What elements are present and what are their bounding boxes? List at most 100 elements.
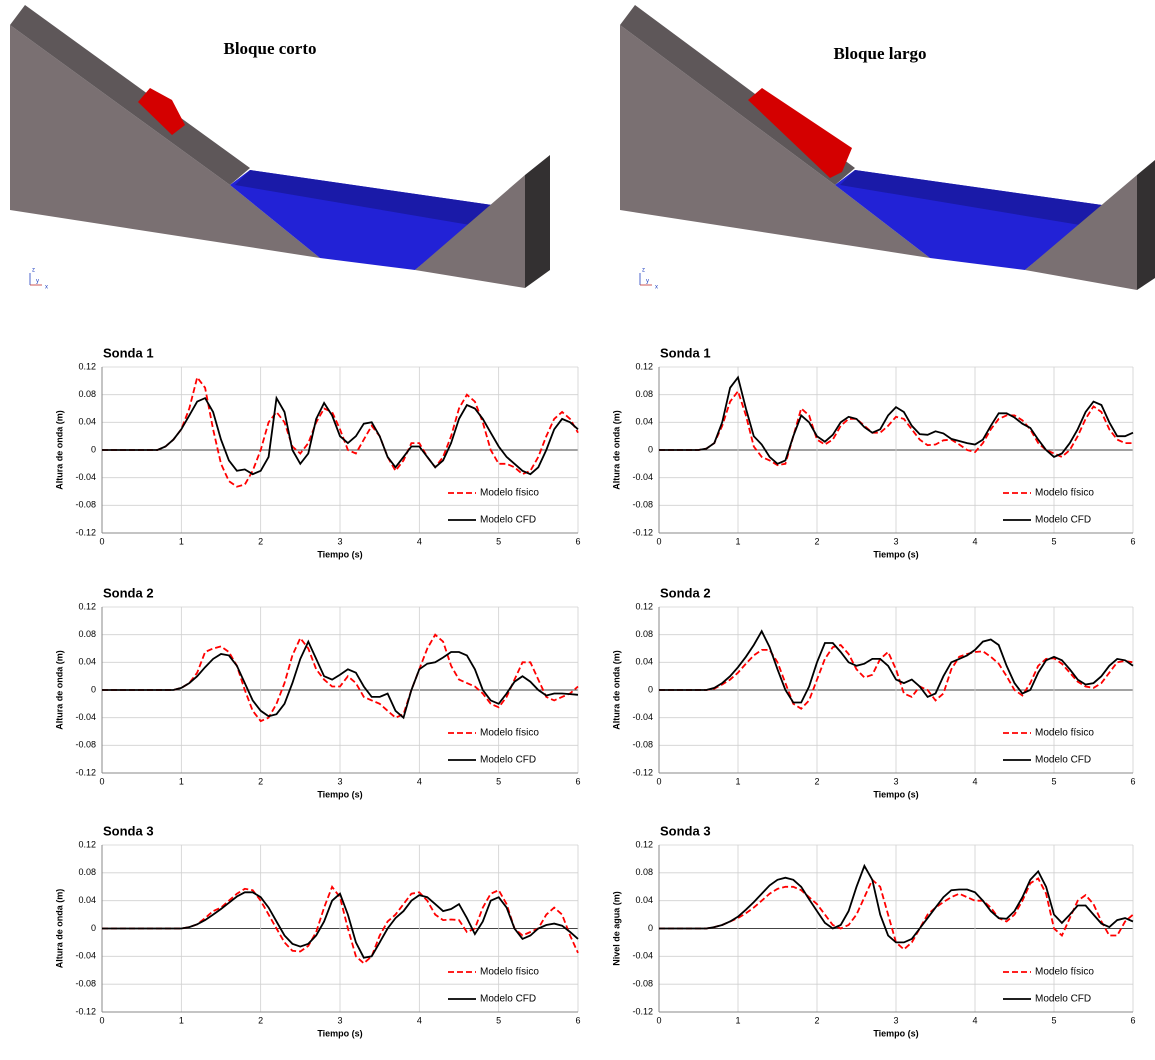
x-tick-label: 6	[1130, 1015, 1135, 1025]
x-tick-label: 1	[735, 536, 740, 546]
x-tick-label: 1	[179, 536, 184, 546]
x-tick-label: 2	[258, 536, 263, 546]
chart-title: Sonda 2	[660, 585, 711, 600]
slope-face	[10, 25, 320, 258]
y-tick-label: -0.04	[75, 472, 96, 482]
y-tick-label: 0	[648, 923, 653, 933]
x-tick-label: 0	[656, 776, 661, 786]
legend-label: Modelo CFD	[1035, 994, 1091, 1005]
x-tick-label: 5	[1051, 1015, 1056, 1025]
y-tick-label: 0	[648, 684, 653, 694]
x-tick-label: 4	[417, 776, 422, 786]
x-axis-label: Tiempo (s)	[317, 789, 362, 799]
y-tick-label: -0.08	[75, 500, 96, 510]
y-tick-label: -0.04	[632, 951, 653, 961]
y-tick-label: 0.12	[78, 839, 96, 849]
y-axis-label: Altura de onda (m)	[611, 410, 621, 490]
y-tick-label: 0.04	[78, 895, 96, 905]
x-tick-label: 4	[972, 1015, 977, 1025]
y-axis-label: Altura de onda (m)	[54, 410, 64, 490]
triad-label: z	[642, 268, 645, 274]
y-axis-label: Nivel de agua (m)	[611, 891, 621, 966]
x-tick-label: 0	[656, 536, 661, 546]
y-tick-label: 0.12	[635, 601, 653, 611]
y-tick-label: -0.08	[75, 979, 96, 989]
y-tick-label: -0.12	[75, 1006, 96, 1016]
y-tick-label: -0.12	[632, 1006, 653, 1016]
x-axis-label: Tiempo (s)	[873, 1028, 918, 1038]
chart-title: Sonda 3	[103, 823, 154, 838]
x-tick-label: 6	[1130, 776, 1135, 786]
x-tick-label: 1	[179, 776, 184, 786]
x-tick-label: 5	[496, 776, 501, 786]
triad-label: y	[36, 279, 39, 285]
x-tick-label: 1	[179, 1015, 184, 1025]
x-tick-label: 6	[575, 1015, 580, 1025]
x-tick-label: 3	[337, 536, 342, 546]
x-tick-label: 4	[972, 536, 977, 546]
triad-label: y	[646, 279, 649, 285]
y-tick-label: 0.08	[635, 867, 653, 877]
x-tick-label: 2	[258, 776, 263, 786]
x-tick-label: 1	[735, 776, 740, 786]
x-tick-label: 5	[1051, 776, 1056, 786]
chart-title: Sonda 1	[660, 345, 711, 360]
figure: z y x Bloque corto z y x Bloque largo So…	[0, 0, 1155, 1055]
y-tick-label: -0.12	[75, 767, 96, 777]
line-chart: Sonda 20.120.080.040-0.04-0.08-0.1201234…	[54, 585, 580, 799]
y-tick-label: 0.04	[78, 417, 96, 427]
y-tick-label: 0.08	[635, 389, 653, 399]
x-axis-label: Tiempo (s)	[317, 1028, 362, 1038]
y-tick-label: -0.04	[75, 712, 96, 722]
y-tick-label: 0.04	[635, 657, 653, 667]
y-tick-label: 0.04	[78, 657, 96, 667]
x-tick-label: 0	[656, 1015, 661, 1025]
panel-title: Bloque corto	[223, 39, 316, 58]
legend-label: Modelo físico	[1035, 488, 1094, 499]
y-axis-label: Altura de onda (m)	[54, 889, 64, 969]
wall-side	[525, 155, 550, 288]
y-tick-label: -0.04	[632, 472, 653, 482]
y-tick-label: 0	[91, 684, 96, 694]
x-tick-label: 3	[893, 1015, 898, 1025]
x-tick-label: 2	[814, 1015, 819, 1025]
chart-title: Sonda 2	[103, 585, 154, 600]
y-tick-label: 0.04	[635, 417, 653, 427]
x-tick-label: 6	[1130, 536, 1135, 546]
y-tick-label: -0.08	[632, 740, 653, 750]
triad-label: z	[32, 268, 35, 274]
x-tick-label: 2	[258, 1015, 263, 1025]
panel-title: Bloque largo	[833, 44, 926, 63]
x-tick-label: 1	[735, 1015, 740, 1025]
x-tick-label: 6	[575, 536, 580, 546]
x-tick-label: 0	[99, 536, 104, 546]
y-tick-label: 0	[648, 444, 653, 454]
legend-label: Modelo CFD	[1035, 755, 1091, 766]
legend-label: Modelo CFD	[1035, 515, 1091, 526]
triad-label: x	[655, 285, 658, 291]
x-tick-label: 3	[337, 1015, 342, 1025]
y-tick-label: 0.12	[78, 361, 96, 371]
y-tick-label: -0.12	[75, 527, 96, 537]
x-axis-label: Tiempo (s)	[317, 549, 362, 559]
legend-label: Modelo físico	[480, 488, 539, 499]
legend-label: Modelo físico	[480, 728, 539, 739]
render-right: z y x Bloque largo	[620, 5, 1155, 291]
legend-label: Modelo CFD	[480, 515, 536, 526]
y-tick-label: 0.08	[78, 389, 96, 399]
y-tick-label: 0.08	[635, 629, 653, 639]
wall-side	[1137, 160, 1155, 290]
legend-label: Modelo físico	[480, 967, 539, 978]
y-tick-label: 0	[91, 444, 96, 454]
chart-title: Sonda 1	[103, 345, 154, 360]
x-tick-label: 2	[814, 536, 819, 546]
y-tick-label: -0.12	[632, 527, 653, 537]
y-tick-label: -0.08	[75, 740, 96, 750]
legend-label: Modelo físico	[1035, 967, 1094, 978]
y-tick-label: 0.04	[635, 895, 653, 905]
x-tick-label: 3	[893, 536, 898, 546]
y-tick-label: -0.04	[75, 951, 96, 961]
